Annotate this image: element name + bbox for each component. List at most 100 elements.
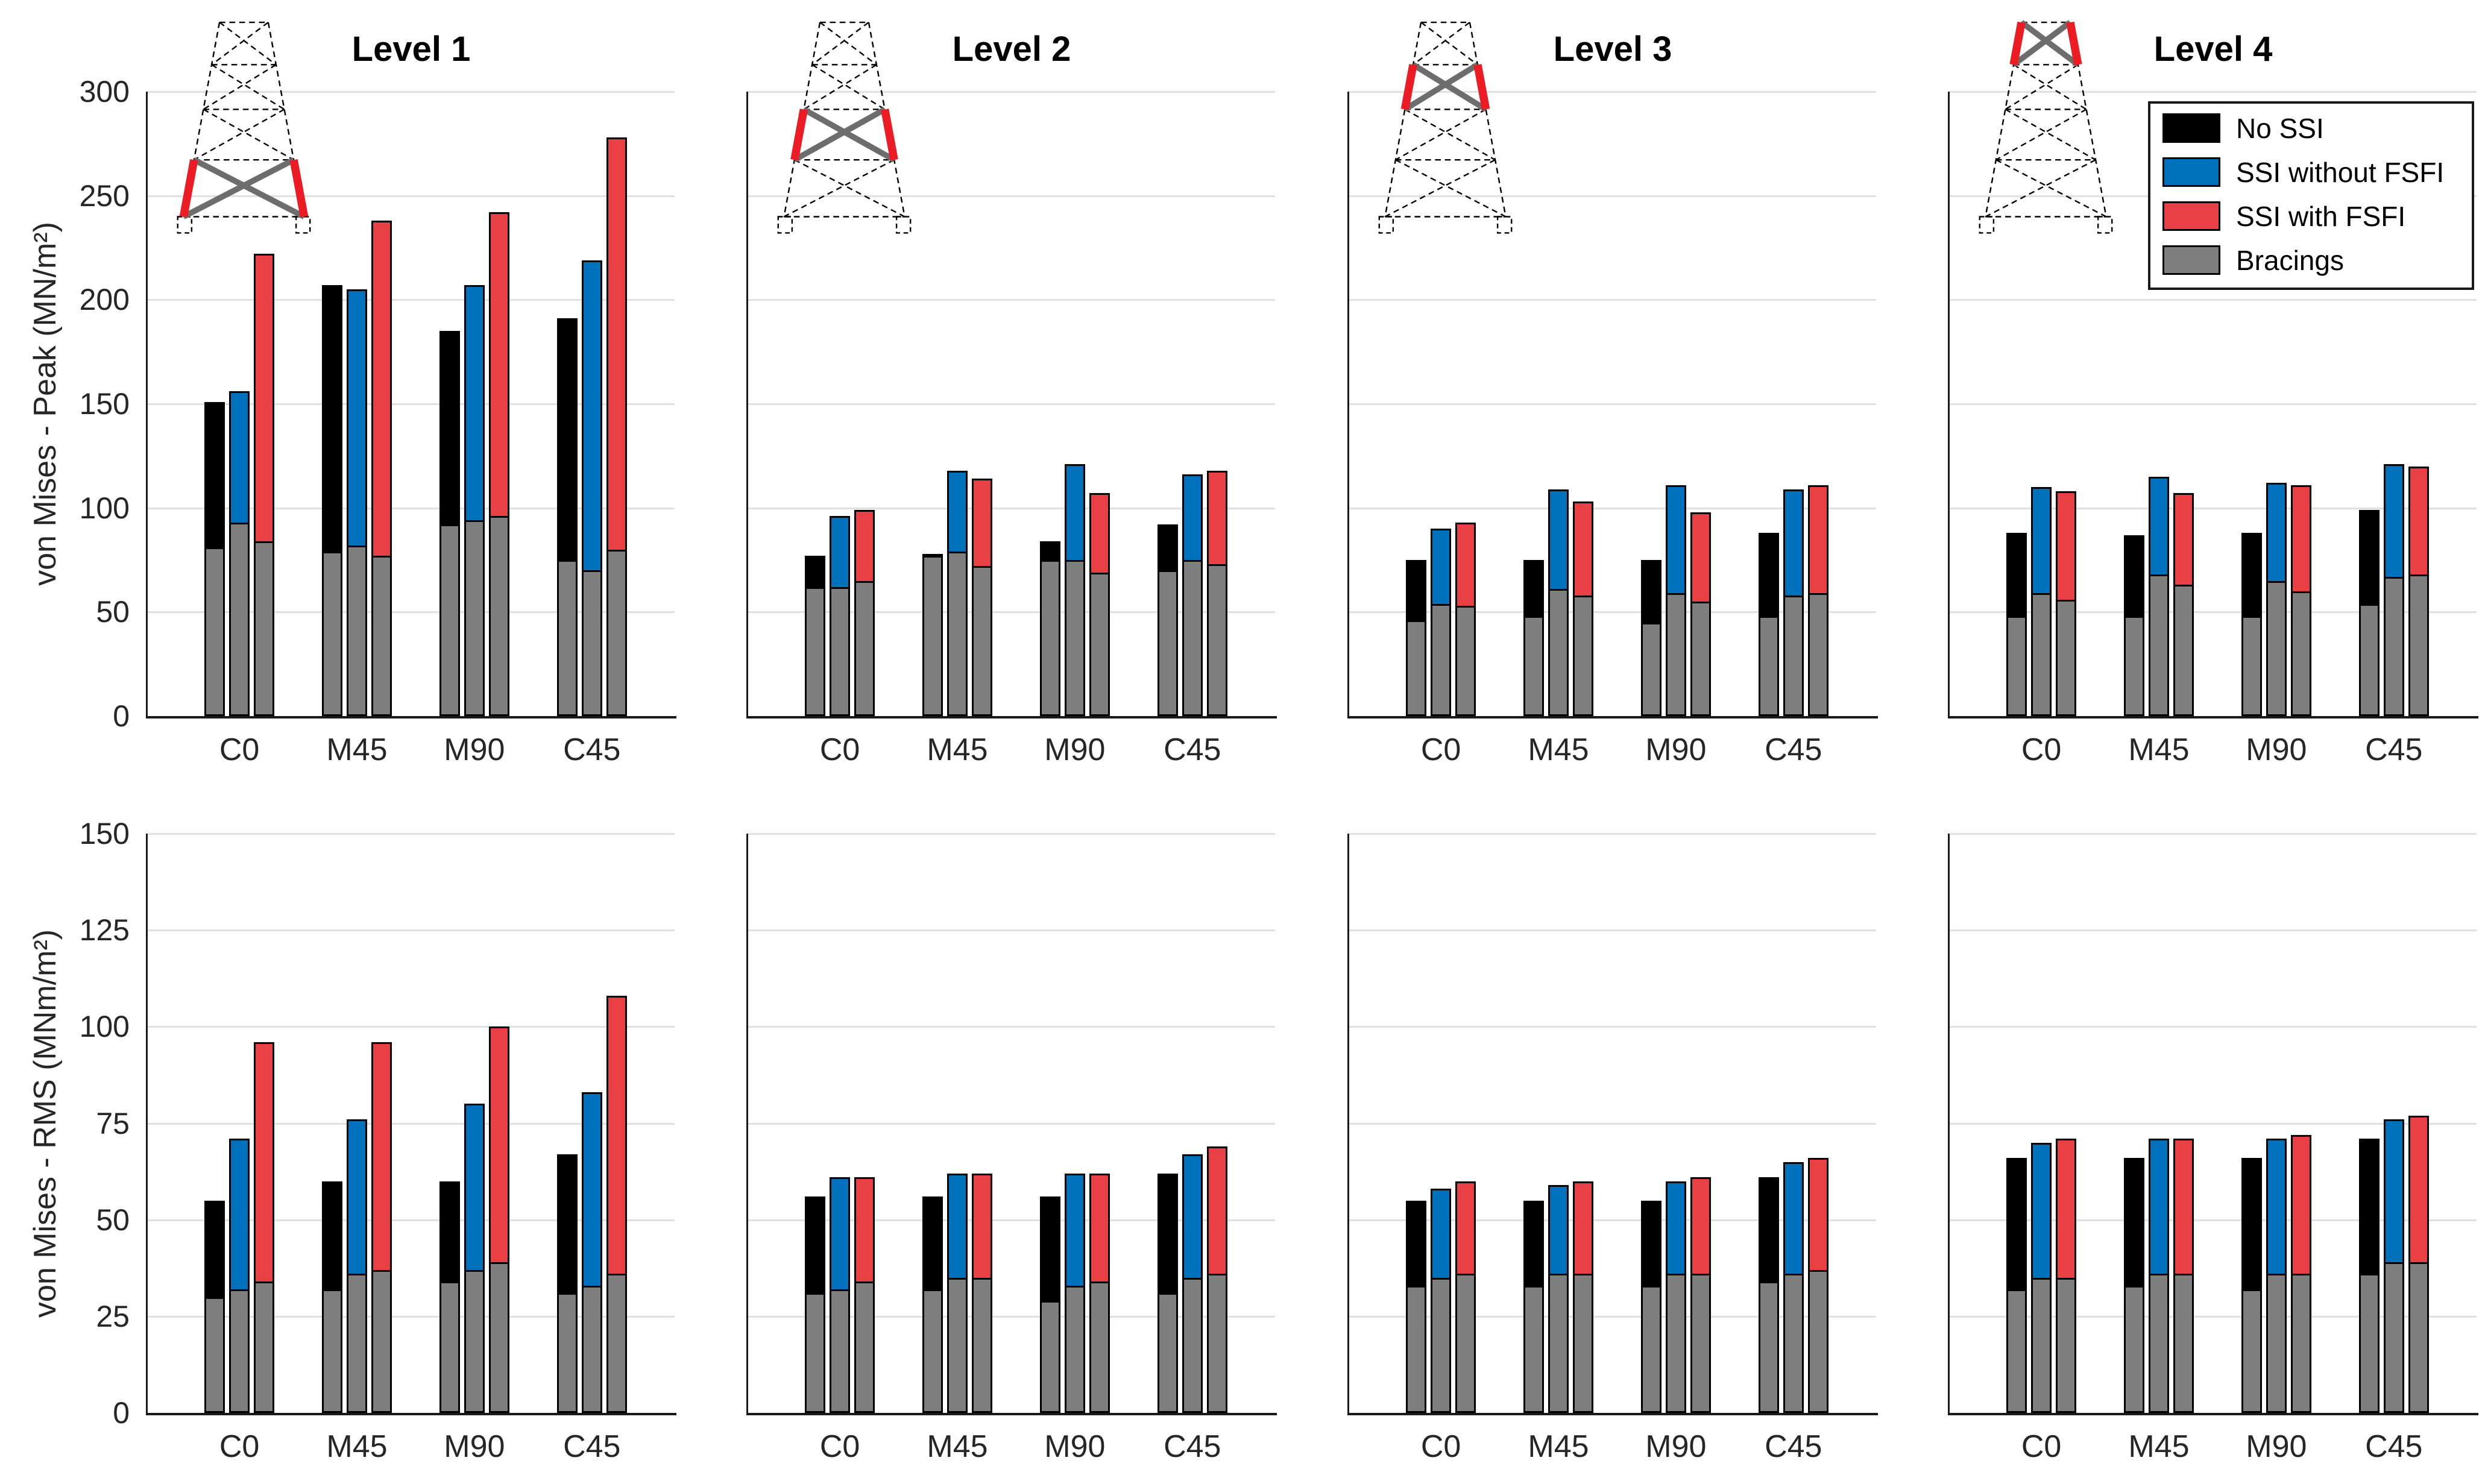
- y-tick-label: 75: [96, 1106, 130, 1140]
- y-axis-line: [746, 834, 748, 1415]
- bar-bracings: [321, 552, 342, 716]
- y-axis-line: [146, 92, 148, 718]
- y-tick-label: 25: [96, 1299, 130, 1333]
- x-axis-line: [1948, 1413, 2478, 1415]
- y-tick-label: 100: [79, 1010, 130, 1044]
- bar-bracings: [1807, 1269, 1828, 1413]
- x-axis-line: [746, 1413, 1277, 1415]
- x-tick-label-m90: M90: [1044, 732, 1106, 767]
- gridline: [1950, 611, 2477, 614]
- gridline: [148, 403, 675, 405]
- gridline: [148, 833, 675, 835]
- bar-bracings: [2006, 1289, 2027, 1413]
- x-tick-label-c45: C45: [1164, 1429, 1221, 1464]
- x-tick-label-m90: M90: [1645, 1429, 1707, 1464]
- bar-bracings: [581, 1285, 602, 1413]
- bar-bracings: [488, 516, 509, 716]
- tower-icon-level-2: [777, 21, 912, 234]
- y-tick-label: 0: [113, 699, 130, 733]
- gridline: [148, 1122, 675, 1125]
- x-axis-line: [146, 1413, 676, 1415]
- gridline: [748, 611, 1275, 614]
- gridline: [1349, 929, 1876, 932]
- gridline: [1950, 1219, 2477, 1221]
- bar-bracings: [2031, 593, 2052, 716]
- gridline: [148, 507, 675, 509]
- bar-bracings: [2290, 591, 2311, 716]
- bar-bracings: [2241, 616, 2262, 716]
- bar-bracings: [830, 586, 851, 716]
- gridline: [1349, 611, 1876, 614]
- y-axis-line: [1347, 92, 1349, 718]
- gridline: [748, 929, 1275, 932]
- gridline: [1349, 91, 1876, 93]
- x-tick-label-c0: C0: [1420, 1429, 1461, 1464]
- bar-bracings: [2123, 616, 2144, 716]
- gridline: [1349, 403, 1876, 405]
- bar-bracings: [1455, 1274, 1476, 1413]
- bar-bracings: [1783, 595, 1804, 716]
- bar-bracings: [1783, 1274, 1804, 1413]
- bar-bracings: [1039, 560, 1060, 716]
- x-tick-label-c45: C45: [563, 1429, 621, 1464]
- gridline: [748, 1315, 1275, 1318]
- gridline: [748, 195, 1275, 197]
- bar-bracings: [1206, 1274, 1227, 1413]
- bar-bracings: [1064, 1285, 1085, 1413]
- legend-swatch-no-ssi: [2162, 113, 2220, 143]
- x-tick-label-c45: C45: [1765, 732, 1822, 767]
- gridline: [1349, 1122, 1876, 1125]
- y-axis-line: [1948, 834, 1950, 1415]
- bar-bracings: [1406, 620, 1427, 716]
- y-tick-label: 50: [96, 1203, 130, 1237]
- bar-bracings: [922, 1289, 943, 1413]
- tower-icon-level-1: [177, 21, 311, 234]
- gridline: [748, 833, 1275, 835]
- legend-label-ssi-with-fsfi: SSI with FSFI: [2236, 201, 2406, 232]
- panel-title-level-1: Level 1: [351, 30, 471, 69]
- bar-bracings: [371, 556, 392, 716]
- bar-bracings: [1431, 1277, 1452, 1413]
- x-axis-line: [146, 716, 676, 718]
- gridline: [148, 1315, 675, 1318]
- gridline: [1950, 1315, 2477, 1318]
- x-tick-label-m45: M45: [1528, 1429, 1589, 1464]
- bar-bracings: [971, 1277, 992, 1413]
- bar-bracings: [346, 1274, 367, 1413]
- y-tick-label: 250: [79, 178, 130, 213]
- bar-bracings: [946, 1277, 968, 1413]
- bar-bracings: [464, 520, 485, 716]
- y-tick-label: 300: [79, 75, 130, 108]
- panel-title-level-3: Level 3: [1553, 30, 1672, 69]
- bar-bracings: [1182, 560, 1203, 716]
- bar-bracings: [2358, 603, 2380, 716]
- x-tick-label-c0: C0: [219, 732, 260, 767]
- x-tick-label-c0: C0: [819, 732, 860, 767]
- gridline: [1950, 299, 2477, 301]
- panel-title-level-4: Level 4: [2153, 30, 2273, 69]
- bar-bracings: [1690, 1274, 1711, 1413]
- gridline: [148, 195, 675, 197]
- bar-bracings: [2383, 1262, 2404, 1413]
- x-tick-label-m45: M45: [2128, 732, 2190, 767]
- bar-bracings: [2241, 1289, 2262, 1413]
- bar-bracings: [606, 1274, 627, 1413]
- bar-bracings: [254, 1281, 275, 1413]
- bar-bracings: [1431, 603, 1452, 716]
- bar-bracings: [321, 1289, 342, 1413]
- gridline: [1349, 1026, 1876, 1028]
- legend-label-no-ssi: No SSI: [2236, 113, 2324, 144]
- x-tick-label-m45: M45: [927, 1429, 988, 1464]
- bar-bracings: [830, 1289, 851, 1413]
- x-tick-label-c0: C0: [2021, 732, 2062, 767]
- bar-bracings: [1406, 1285, 1427, 1413]
- legend-swatch-ssi-without-fsfi: [2162, 157, 2220, 187]
- y-axis-line: [1948, 92, 1950, 718]
- gridline: [748, 1122, 1275, 1125]
- bar-bracings: [2148, 574, 2169, 716]
- panel-title-level-2: Level 2: [952, 30, 1071, 69]
- x-tick-label-c0: C0: [1420, 732, 1461, 767]
- bar-bracings: [229, 1289, 250, 1413]
- x-axis-line: [1948, 716, 2478, 718]
- bar-bracings: [1640, 622, 1661, 716]
